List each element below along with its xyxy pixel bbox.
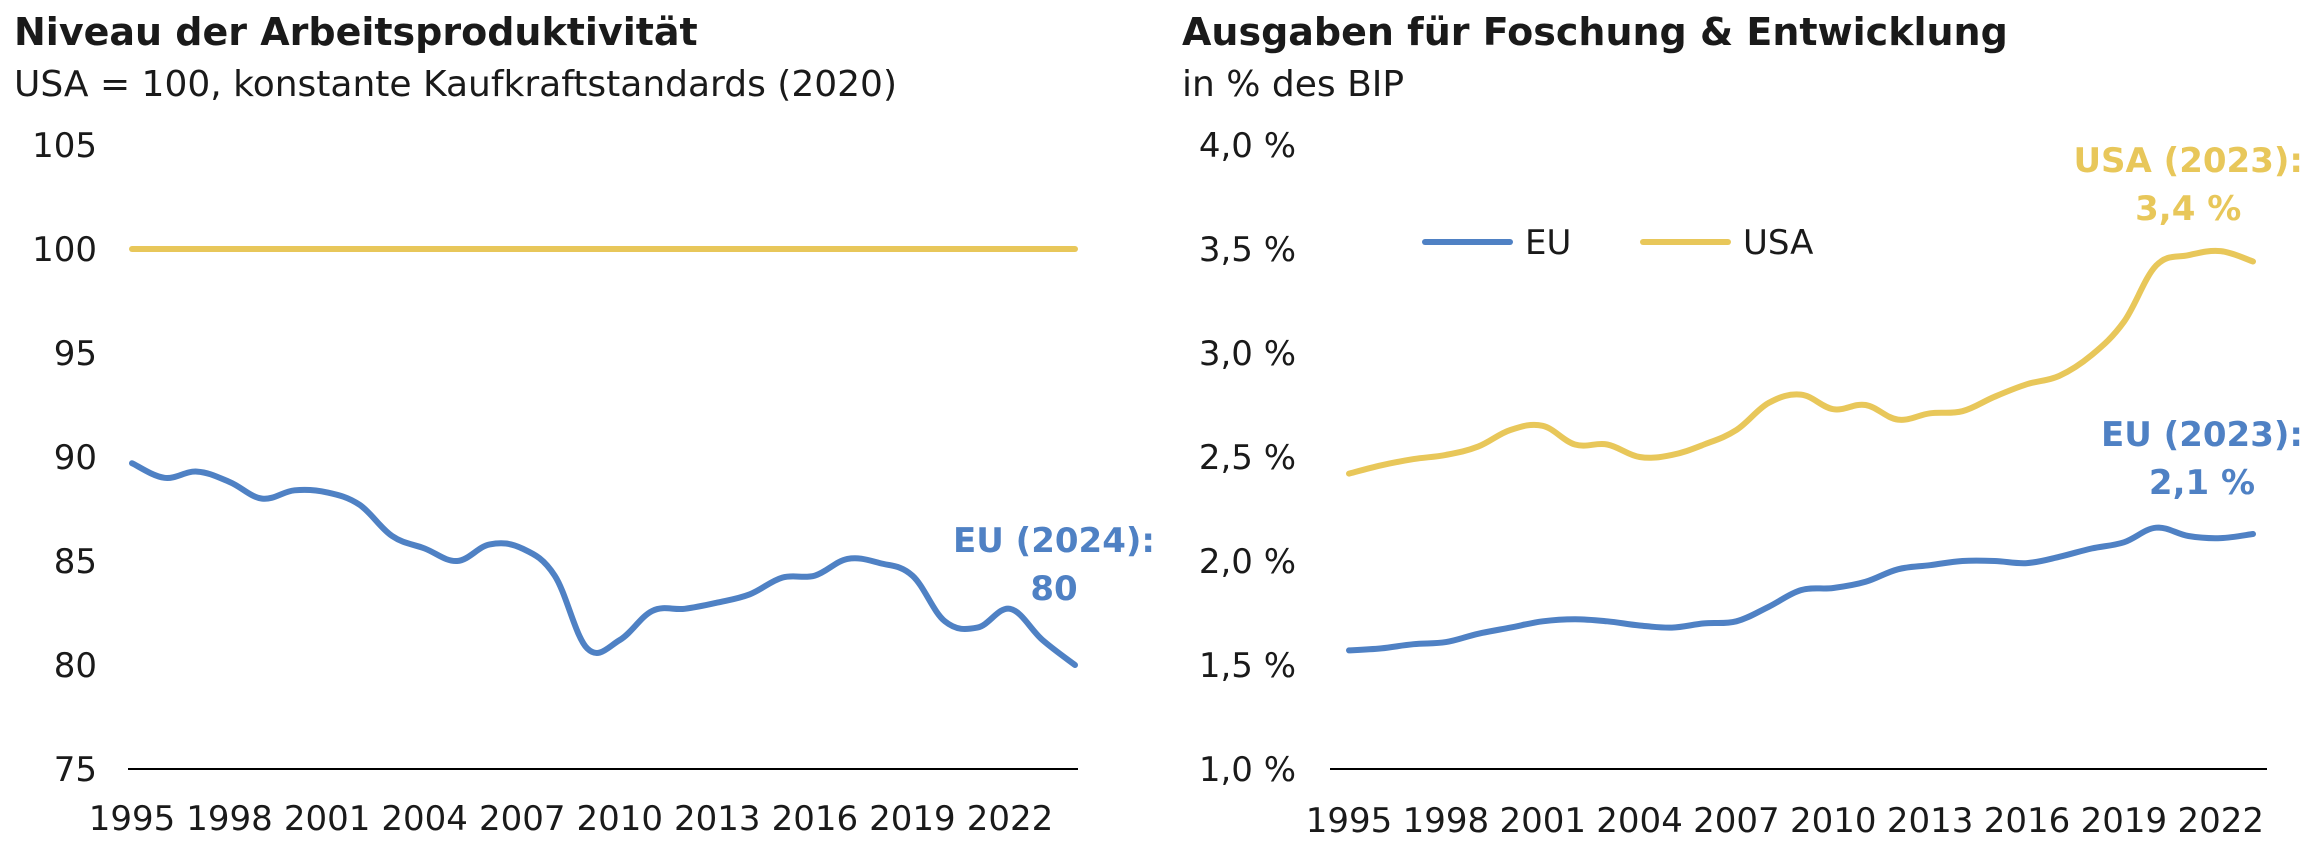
- legend-label-eu: EU: [1525, 223, 1571, 263]
- y-tick-label: 1,0 %: [1199, 750, 1296, 790]
- x-tick-label: 2019: [2081, 801, 2168, 841]
- x-tick-label: 1995: [1306, 801, 1393, 841]
- y-tick-label: 3,5 %: [1199, 230, 1296, 270]
- x-tick-label: 2001: [1499, 801, 1586, 841]
- y-tick-label: 3,0 %: [1199, 334, 1296, 374]
- series-line-eu: [1346, 524, 2256, 654]
- left-chart-subtitle: USA = 100, konstante Kaufkraftstandards …: [14, 64, 897, 105]
- rnd-spending-chart: 4,0 % 3,5 % 3,0 % 2,5 % 2,0 % 1,5 % 1,0 %1995 1…: [1199, 126, 2303, 841]
- productivity-chart: 105 100 95 90 85 80 75 1995 1998 2001 2004 2007 2010…: [32, 126, 1155, 839]
- right-chart-title: Ausgaben für Foschung & Entwicklung: [1182, 10, 2008, 54]
- y-tick-label: 2,0 %: [1199, 542, 1296, 582]
- x-tick-label: 2022: [967, 799, 1054, 839]
- right-chart-subtitle: in % des BIP: [1182, 64, 1405, 105]
- annotation-eu: 2,1 %: [2149, 463, 2255, 503]
- x-tick-label: 2016: [772, 799, 859, 839]
- y-tick-label: 75: [54, 750, 97, 790]
- series-line-usa: [1346, 247, 2256, 477]
- x-tick-label: 1995: [89, 799, 176, 839]
- legend-label-usa: USA: [1743, 223, 1813, 263]
- x-tick-label: 2007: [1693, 801, 1780, 841]
- x-tick-label: 2001: [284, 799, 371, 839]
- x-tick-label: 2019: [869, 799, 956, 839]
- x-tick-label: 1998: [186, 799, 273, 839]
- y-tick-label: 95: [54, 334, 97, 374]
- y-tick-label: 80: [54, 646, 97, 686]
- x-tick-label: 2010: [1790, 801, 1877, 841]
- x-tick-label: 2010: [576, 799, 663, 839]
- x-tick-label: 2004: [1596, 801, 1683, 841]
- y-tick-label: 100: [32, 230, 97, 270]
- left-chart-title: Niveau der Arbeitsproduktivität: [14, 10, 698, 54]
- y-tick-label: 4,0 %: [1199, 126, 1296, 166]
- y-tick-label: 2,5 %: [1199, 438, 1296, 478]
- annotation-eu: EU (2023):: [2101, 415, 2303, 455]
- x-tick-label: 2013: [674, 799, 761, 839]
- x-tick-label: 2022: [2177, 801, 2264, 841]
- x-tick-label: 2007: [479, 799, 566, 839]
- y-tick-label: 85: [54, 542, 97, 582]
- x-tick-label: 1998: [1403, 801, 1490, 841]
- annotation-usa: 3,4 %: [2135, 189, 2241, 229]
- y-tick-label: 105: [32, 126, 97, 166]
- y-tick-label: 90: [54, 438, 97, 478]
- annotation-usa: USA (2023):: [2073, 141, 2303, 181]
- x-tick-label: 2013: [1887, 801, 1974, 841]
- x-tick-label: 2004: [381, 799, 468, 839]
- y-tick-label: 1,5 %: [1199, 646, 1296, 686]
- annotation-eu: 80: [1030, 569, 1077, 609]
- annotation-eu: EU (2024):: [953, 521, 1155, 561]
- series-line-eu: [129, 460, 1078, 668]
- x-tick-label: 2016: [1984, 801, 2071, 841]
